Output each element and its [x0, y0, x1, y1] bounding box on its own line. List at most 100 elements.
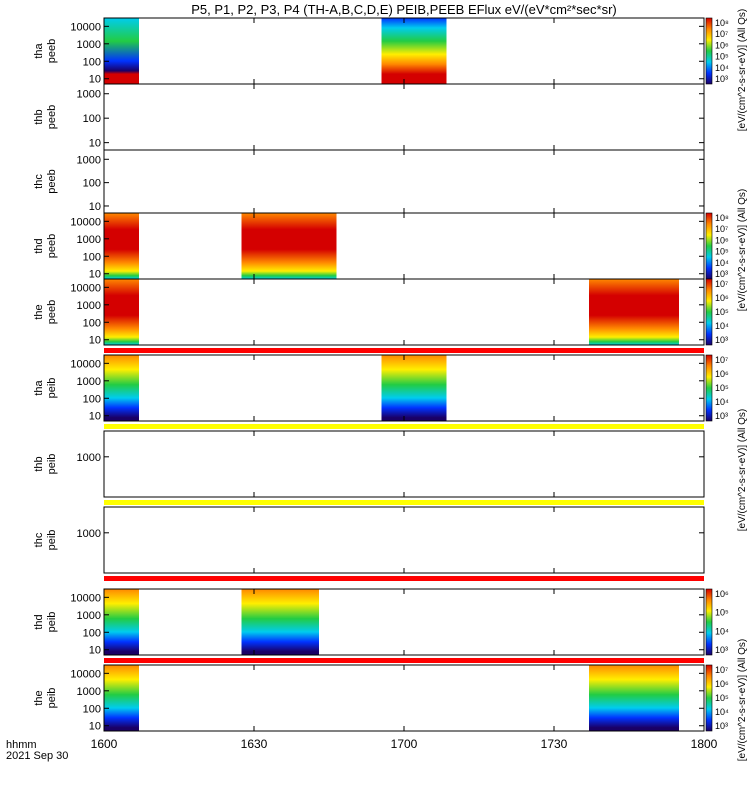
- x-tick-label: 1800: [691, 737, 718, 751]
- spectrogram-block: [241, 589, 319, 655]
- panel-ylabel: the: [33, 690, 45, 705]
- colorbar-units-label: [eV/(cm^2-s-sr-eV)] (All Qs): [737, 189, 748, 311]
- x-tick-label: 1730: [541, 737, 568, 751]
- y-tick-label: 1000: [77, 528, 101, 540]
- y-tick-label: 10000: [70, 592, 101, 604]
- panel-frame: [103, 212, 705, 280]
- y-tick-label: 1000: [77, 39, 101, 51]
- colorbar: [705, 212, 713, 280]
- y-tick-label: 1000: [77, 154, 101, 166]
- y-tick-label: 10: [89, 201, 101, 213]
- colorbar-tick-label: 10⁶: [715, 369, 729, 379]
- spectrogram-block: [104, 355, 139, 421]
- panel-the-peib: [103, 664, 705, 732]
- colorbar-tick-label: 10³: [715, 411, 728, 421]
- y-tick-label: 100: [83, 178, 101, 190]
- y-tick-label: 10: [89, 721, 101, 733]
- y-tick-label: 10: [89, 74, 101, 86]
- separator-band: [104, 576, 704, 581]
- y-tick-label: 10000: [70, 282, 101, 294]
- colorbar-tick-label: 10⁷: [715, 355, 728, 365]
- y-tick-label: 1000: [77, 89, 101, 101]
- panel-ylabel: peib: [46, 378, 58, 399]
- panel-thb-peeb: [103, 83, 705, 151]
- panel-ylabel: peib: [46, 612, 58, 633]
- panel-ylabel: thc: [33, 174, 45, 189]
- panel-thc-peib: [103, 506, 705, 574]
- colorbar-tick-label: 10⁶: [715, 589, 729, 599]
- x-tick-label: 1600: [91, 737, 118, 751]
- colorbar-tick-label: 10⁸: [715, 18, 729, 28]
- y-tick-label: 10: [89, 138, 101, 150]
- spectrogram-block: [104, 18, 139, 84]
- colorbar-tick-label: 10⁵: [715, 52, 729, 62]
- colorbar-tick-label: 10⁷: [715, 29, 728, 39]
- y-tick-label: 100: [83, 393, 101, 405]
- panel-thd-peeb: [103, 212, 705, 280]
- y-tick-label: 100: [83, 56, 101, 68]
- y-tick-label: 1000: [77, 452, 101, 464]
- spectrogram-block: [589, 279, 679, 345]
- colorbar-tick-label: 10⁴: [715, 258, 729, 268]
- panel-ylabel: peeb: [46, 169, 58, 193]
- y-tick-label: 100: [83, 251, 101, 263]
- colorbar-tick-label: 10⁴: [715, 707, 729, 717]
- colorbar: [705, 664, 713, 732]
- panel-ylabel: tha: [33, 42, 45, 58]
- panel-thd-peib: [103, 588, 705, 656]
- colorbar-tick-label: 10⁶: [715, 679, 729, 689]
- panel-ylabel: peeb: [46, 39, 58, 63]
- panel-ylabel: peib: [46, 454, 58, 475]
- spectrogram-block: [104, 665, 139, 731]
- colorbar-tick-label: 10⁴: [715, 63, 729, 73]
- colorbar-units-label: [eV/(cm^2-s-sr-eV)] (All Qs): [737, 409, 748, 531]
- colorbar-tick-label: 10⁶: [715, 235, 729, 245]
- date-label: 2021 Sep 30: [6, 750, 68, 762]
- panel-ylabel: peeb: [46, 105, 58, 129]
- panel-ylabel: thb: [33, 109, 45, 124]
- panel-frame: [103, 588, 705, 656]
- spectrogram-block: [381, 18, 447, 84]
- chart-title: P5, P1, P2, P3, P4 (TH-A,B,C,D,E) PEIB,P…: [191, 2, 617, 17]
- panel-ylabel: tha: [33, 379, 45, 395]
- panel-thc-peeb: [103, 149, 705, 214]
- colorbar-tick-label: 10⁴: [715, 321, 729, 331]
- panel-frame: [103, 83, 705, 151]
- colorbar-tick-label: 10⁵: [715, 383, 729, 393]
- panel-frame: [103, 430, 705, 498]
- separator-band: [104, 658, 704, 663]
- colorbar: [705, 354, 713, 422]
- spectrogram-block: [104, 213, 139, 279]
- panel-tha-peeb: [103, 17, 705, 85]
- spectrogram-block: [104, 589, 139, 655]
- y-tick-label: 100: [83, 317, 101, 329]
- x-tick-label: 1700: [391, 737, 418, 751]
- separator-band: [104, 500, 704, 505]
- time-axis-label: hhmm: [6, 739, 37, 751]
- y-tick-label: 10000: [70, 216, 101, 228]
- y-tick-label: 100: [83, 627, 101, 639]
- panel-ylabel: thd: [33, 614, 45, 629]
- x-tick-label: 1630: [241, 737, 268, 751]
- panel-ylabel: the: [33, 304, 45, 319]
- y-tick-label: 10000: [70, 668, 101, 680]
- colorbar-tick-label: 10³: [715, 721, 728, 731]
- spectrogram-block: [381, 355, 447, 421]
- colorbar-units-label: [eV/(cm^2-s-sr-eV)] (All Qs): [737, 9, 748, 131]
- colorbar-tick-label: 10⁷: [715, 224, 728, 234]
- spectrogram-block: [104, 279, 139, 345]
- colorbar-tick-label: 10⁵: [715, 608, 729, 618]
- panel-frame: [103, 506, 705, 574]
- panel-ylabel: peib: [46, 530, 58, 551]
- y-tick-label: 1000: [77, 610, 101, 622]
- panel-ylabel: peib: [46, 688, 58, 709]
- separator-band: [104, 348, 704, 353]
- colorbar-tick-label: 10⁴: [715, 626, 729, 636]
- panel-ylabel: peeb: [46, 300, 58, 324]
- y-tick-label: 1000: [77, 300, 101, 312]
- colorbar: [705, 17, 713, 85]
- colorbar-tick-label: 10⁸: [715, 213, 729, 223]
- y-tick-label: 10000: [70, 358, 101, 370]
- y-tick-label: 10: [89, 645, 101, 657]
